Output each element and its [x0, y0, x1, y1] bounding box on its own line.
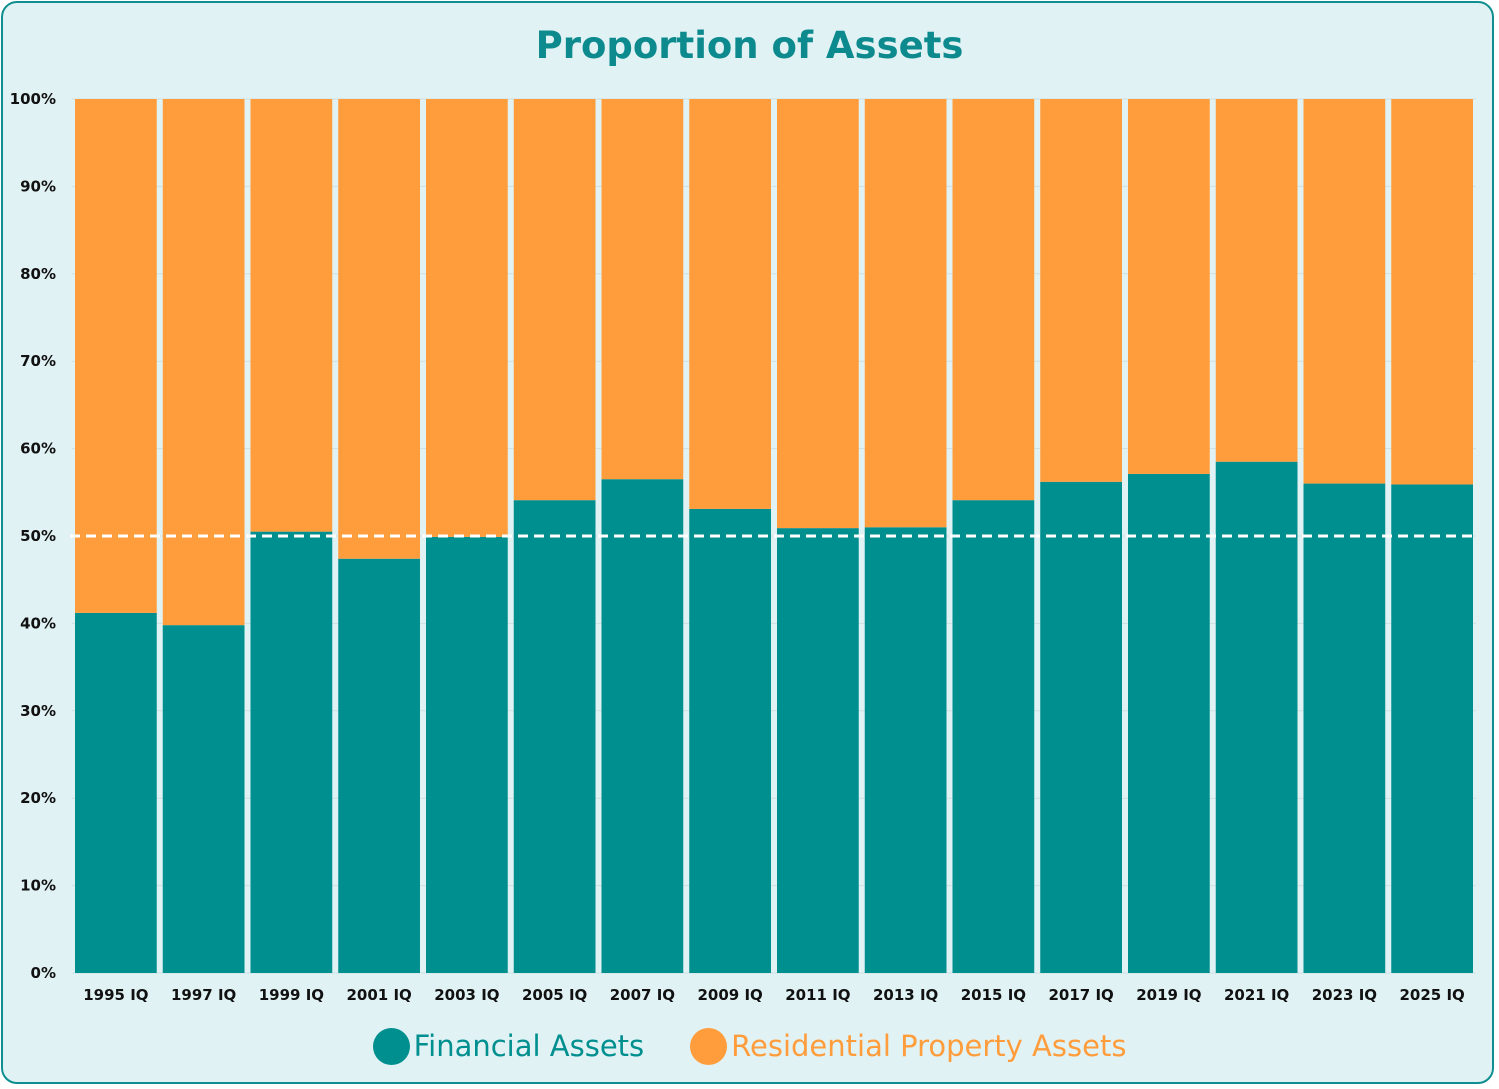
x-tick-label: 2017 IQ	[1048, 986, 1113, 1004]
y-tick-label: 60%	[20, 440, 56, 458]
bar-financial-15	[1391, 484, 1473, 973]
bar-financial-5	[513, 500, 596, 973]
x-tick-label: 1995 IQ	[83, 986, 148, 1004]
y-tick-label: 50%	[20, 527, 56, 545]
y-tick-label: 30%	[20, 702, 56, 720]
chart-title: Proportion of Assets	[535, 24, 964, 67]
x-tick-label: 2023 IQ	[1312, 986, 1377, 1004]
bar-financial-2	[250, 531, 333, 973]
bar-residential-3	[338, 99, 420, 559]
bar-financial-6	[601, 479, 684, 973]
bar-residential-7	[689, 99, 771, 509]
y-tick-label: 100%	[10, 90, 56, 108]
x-tick-label: 2009 IQ	[697, 986, 762, 1004]
x-tick-label: 2011 IQ	[785, 986, 850, 1004]
x-tick-label: 2007 IQ	[610, 986, 675, 1004]
y-tick-label: 10%	[20, 877, 56, 895]
legend-label-residential-property-assets: Residential Property Assets	[731, 1029, 1127, 1063]
legend-swatch-financial-assets	[372, 1027, 410, 1065]
x-tick-label: 2005 IQ	[522, 986, 587, 1004]
bar-residential-11	[1040, 99, 1122, 482]
bar-residential-14	[1303, 99, 1386, 484]
x-tick-label: 2025 IQ	[1399, 986, 1464, 1004]
y-tick-label: 40%	[20, 614, 56, 632]
bar-financial-7	[689, 508, 771, 973]
y-tick-label: 90%	[20, 177, 56, 195]
bar-financial-12	[1128, 473, 1210, 973]
x-tick-label: 2001 IQ	[346, 986, 411, 1004]
bar-financial-3	[338, 558, 420, 973]
legend-label-financial-assets: Financial Assets	[413, 1029, 645, 1063]
y-tick-label: 20%	[20, 789, 56, 807]
bar-residential-2	[250, 99, 333, 532]
x-tick-label: 1997 IQ	[171, 986, 236, 1004]
x-tick-label: 2021 IQ	[1224, 986, 1289, 1004]
bar-residential-4	[426, 99, 508, 537]
bar-financial-8	[777, 528, 859, 973]
bar-residential-12	[1128, 99, 1210, 474]
x-tick-label: 2019 IQ	[1136, 986, 1201, 1004]
bar-residential-1	[162, 99, 245, 626]
bar-financial-11	[1040, 481, 1122, 973]
bar-financial-14	[1303, 483, 1386, 973]
y-tick-label: 80%	[20, 265, 56, 283]
bar-financial-9	[864, 527, 947, 973]
bar-financial-13	[1215, 461, 1298, 973]
bar-financial-4	[426, 536, 508, 973]
bar-residential-9	[864, 99, 947, 528]
bar-residential-10	[952, 99, 1035, 501]
bar-residential-15	[1391, 99, 1473, 485]
bar-residential-8	[777, 99, 859, 529]
legend-item-financial-assets: Financial Assets	[372, 1027, 645, 1065]
legend: Financial Assets Residential Property As…	[0, 1024, 1499, 1068]
x-tick-label: 2015 IQ	[961, 986, 1026, 1004]
bar-financial-10	[952, 500, 1035, 973]
legend-swatch-residential-property-assets	[690, 1027, 728, 1065]
x-tick-label: 2013 IQ	[873, 986, 938, 1004]
y-tick-label: 0%	[31, 964, 56, 982]
bar-residential-6	[601, 99, 684, 480]
bar-residential-13	[1215, 99, 1298, 462]
y-tick-label: 70%	[20, 352, 56, 370]
bar-financial-1	[162, 625, 245, 973]
bar-residential-5	[513, 99, 596, 501]
x-tick-label: 1999 IQ	[259, 986, 324, 1004]
bar-financial-0	[75, 612, 157, 973]
x-tick-label: 2003 IQ	[434, 986, 499, 1004]
bar-residential-0	[75, 99, 157, 613]
legend-item-residential-property-assets: Residential Property Assets	[690, 1027, 1127, 1065]
